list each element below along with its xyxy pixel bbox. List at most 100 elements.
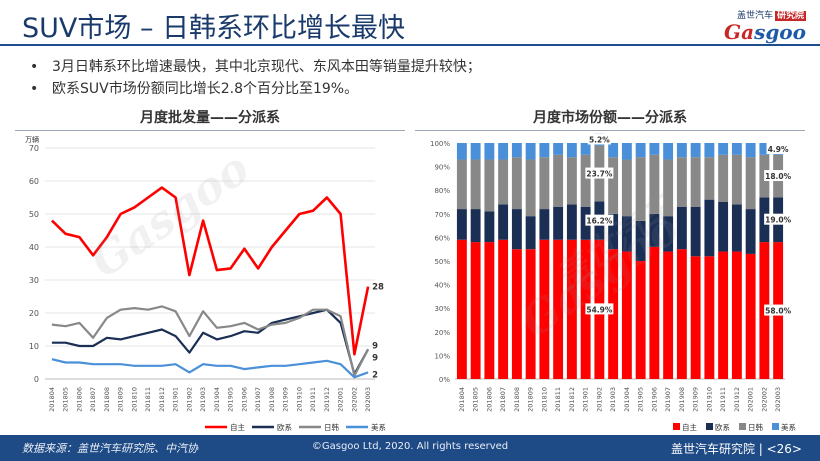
x-tick-label: 201911 <box>309 387 317 412</box>
legend-label: 日韩 <box>324 422 339 432</box>
x-tick-label: 201907 <box>254 387 262 412</box>
x-tick-label: 201909 <box>282 387 290 412</box>
bar-chart-title-underline <box>415 130 805 131</box>
bar-segment-0 <box>539 239 550 379</box>
bar-segment-3 <box>663 143 674 160</box>
bar-segment-0 <box>621 251 632 379</box>
y-tick-label: 70% <box>434 211 450 219</box>
data-label-bg <box>766 143 790 155</box>
bar-segment-3 <box>525 143 536 160</box>
x-tick-label: 201901 <box>172 387 180 412</box>
bar-segment-1 <box>566 204 577 240</box>
legend-label: 日韩 <box>748 422 763 432</box>
end-data-label: 2 <box>372 370 378 380</box>
y-tick-label: 90% <box>434 164 450 172</box>
end-data-label: 9 <box>372 353 378 363</box>
page-title: SUV市场 – 日韩系环比增长最快 <box>22 13 406 44</box>
bar-segment-2 <box>731 154 742 205</box>
bullet-list: • 3月日韩系环比增速最快，其中北京现代、东风本田等销量提升较快； • 欧系SUV市… <box>30 56 481 100</box>
bar-segment-0 <box>635 261 646 379</box>
page-number: 盖世汽车研究院 | <26> <box>670 442 802 456</box>
x-tick-label: 201908 <box>268 387 276 412</box>
end-data-label: 28 <box>372 283 384 293</box>
x-tick-label: 201807 <box>89 387 97 412</box>
bar-segment-1 <box>553 206 564 240</box>
bar-segment-3 <box>621 143 632 160</box>
x-tick-label: 201910 <box>295 387 303 412</box>
x-tick-label: 201912 <box>733 387 741 412</box>
legend-label: 美系 <box>371 422 386 432</box>
bar-segment-3 <box>635 143 646 158</box>
bar-segment-3 <box>608 143 619 158</box>
bar-segment-2 <box>525 159 536 217</box>
gasgoo-logo: 盖世汽车 研究院 Gasgoo <box>696 8 806 44</box>
bar-segment-0 <box>718 251 729 379</box>
bar-segment-3 <box>553 143 564 155</box>
bar-segment-2 <box>704 157 715 200</box>
line-chart-title: 月度批发量——分派系 <box>140 110 280 126</box>
x-tick-label: 201911 <box>719 387 727 412</box>
bar-segment-2 <box>553 154 564 207</box>
bar-segment-2 <box>608 157 619 214</box>
data-label-bg <box>585 214 614 226</box>
legend-label: 自主 <box>682 422 697 432</box>
legend-swatch <box>706 423 713 430</box>
bar-segment-0 <box>663 251 674 379</box>
bar-segment-1 <box>635 220 646 261</box>
data-label-bg <box>764 304 793 316</box>
bar-segment-3 <box>759 143 770 155</box>
data-label: 19.0% <box>765 216 792 225</box>
x-tick-label: 201811 <box>554 387 562 412</box>
x-tick-label: 201902 <box>595 387 603 412</box>
y-tick-label: 0 <box>34 375 39 384</box>
x-tick-label: 201903 <box>609 387 617 412</box>
bar-segment-0 <box>704 256 715 379</box>
x-tick-label: 201904 <box>623 387 631 412</box>
y-tick-label: 80% <box>434 187 450 195</box>
bar-segment-1 <box>484 211 495 243</box>
x-tick-label: 201906 <box>650 387 658 412</box>
x-tick-label: 201810 <box>130 387 138 412</box>
line-series-2 <box>51 305 370 377</box>
x-tick-label: 201908 <box>678 387 686 412</box>
x-tick-label: 201905 <box>227 387 235 412</box>
bar-segment-1 <box>745 209 756 254</box>
bar-segment-3 <box>649 143 660 155</box>
bar-segment-0 <box>690 256 701 379</box>
bar-segment-1 <box>539 209 550 240</box>
bar-segment-2 <box>745 157 756 210</box>
bar-segment-2 <box>566 157 577 205</box>
x-tick-label: 201907 <box>664 387 672 412</box>
bar-segment-1 <box>608 213 619 250</box>
x-tick-label: 201811 <box>144 387 152 412</box>
bar-segment-2 <box>511 157 522 210</box>
bar-segment-2 <box>718 154 729 202</box>
y-tick-label: 50% <box>434 258 450 266</box>
x-tick-label: 201809 <box>117 387 125 412</box>
logo-mark: Gasgoo <box>724 20 806 44</box>
x-tick-label: 201909 <box>692 387 700 412</box>
copyright: ©Gasgoo Ltd, 2020. All rights reserved <box>311 441 509 452</box>
bar-segment-0 <box>649 246 660 379</box>
bar-segment-3 <box>470 143 481 160</box>
bar-segment-3 <box>566 143 577 158</box>
end-data-label: 9 <box>372 341 378 351</box>
x-tick-label: 202001 <box>747 387 755 412</box>
bar-segment-3 <box>498 143 509 160</box>
y-tick-label: 0% <box>439 376 450 384</box>
x-tick-label: 201812 <box>568 387 576 412</box>
data-label: 4.9% <box>768 145 789 154</box>
bar-segment-1 <box>718 202 729 252</box>
bar-segment-2 <box>456 159 467 210</box>
bar-chart: 0% 10% 20% 30% 40% 50% 60% 70% 80% 90% 100% 201804 2… <box>430 133 796 432</box>
bullet-text: 欧系SUV市场份额同比增长2.8个百分比至19%。 <box>52 81 359 97</box>
title-divider <box>0 44 820 46</box>
legend-label: 欧系 <box>277 422 292 432</box>
x-tick-label: 201808 <box>513 387 521 412</box>
bar-segment-0 <box>745 253 756 379</box>
data-label-bg <box>587 133 611 145</box>
bar-segment-3 <box>731 143 742 155</box>
legend-swatch <box>673 423 680 430</box>
data-label-bg <box>764 213 793 225</box>
bar-segment-3 <box>580 143 591 155</box>
